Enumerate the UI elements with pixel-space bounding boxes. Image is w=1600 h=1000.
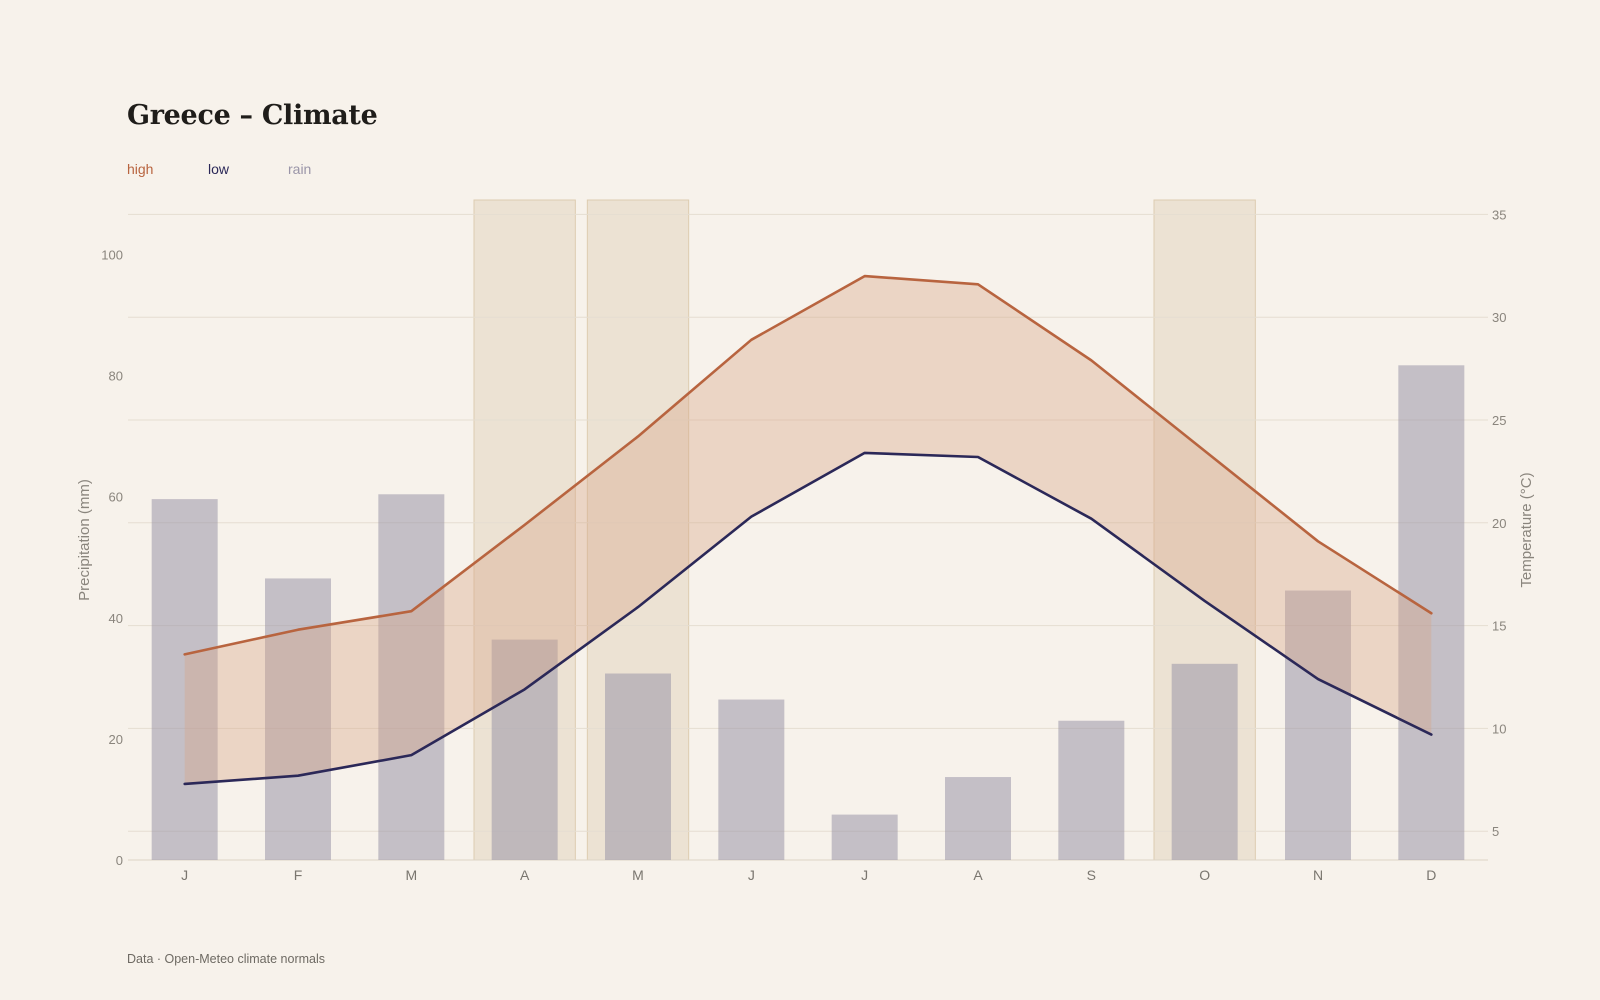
y-tick-left: 40 [109, 611, 123, 626]
bar-rain [378, 494, 445, 860]
bar-rain [945, 777, 1011, 860]
bar-rain [491, 639, 558, 860]
chart-title: Greece – Climate [127, 100, 378, 131]
x-tick-label: N [1313, 867, 1323, 883]
y-tick-left: 100 [101, 247, 123, 262]
x-tick-label: O [1199, 867, 1210, 883]
data-source-note: Data · Open-Meteo climate normals [127, 952, 325, 966]
x-tick-label: J [748, 867, 755, 883]
line-low [183, 451, 1433, 786]
x-tick-label: J [181, 867, 188, 883]
temperature-band [184, 276, 1432, 784]
legend-item-high: high [127, 161, 154, 177]
y-axis-label-right: Temperature (°C) [1518, 472, 1535, 587]
y-tick-right: 5 [1492, 824, 1499, 839]
bar-rain [605, 673, 671, 860]
y-tick-right: 10 [1492, 721, 1506, 736]
bar-rain [718, 699, 785, 860]
x-tick-label: S [1087, 867, 1096, 883]
legend-item-low: low [208, 161, 230, 177]
bar-rain [831, 814, 898, 860]
line-high [183, 274, 1433, 656]
y-axis-label-left: Precipitation (mm) [76, 479, 93, 601]
bar-rain [1058, 720, 1125, 860]
y-tick-right: 30 [1492, 310, 1506, 325]
y-tick-right: 25 [1492, 413, 1506, 428]
bar-rain [151, 499, 218, 860]
x-tick-label: A [520, 867, 530, 883]
y-tick-right: 20 [1492, 516, 1506, 531]
legend-item-rain: rain [288, 161, 312, 177]
y-tick-left: 80 [109, 369, 123, 384]
x-tick-label: A [973, 867, 983, 883]
y-tick-left: 20 [109, 732, 123, 747]
y-tick-right: 35 [1492, 207, 1506, 222]
y-tick-left: 0 [116, 853, 123, 868]
x-tick-label: F [294, 867, 303, 883]
y-tick-left: 60 [109, 490, 123, 505]
x-tick-label: M [632, 867, 644, 883]
bar-rain [1171, 663, 1238, 860]
x-tick-label: D [1426, 867, 1436, 883]
y-tick-right: 15 [1492, 619, 1506, 634]
x-tick-label: M [405, 867, 417, 883]
x-tick-label: J [861, 867, 868, 883]
bar-rain [1285, 590, 1351, 860]
